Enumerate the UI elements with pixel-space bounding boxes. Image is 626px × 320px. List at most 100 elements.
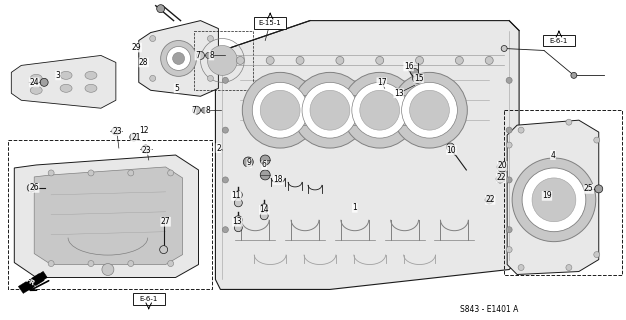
Circle shape (88, 170, 94, 176)
Ellipse shape (85, 71, 97, 79)
Circle shape (202, 107, 207, 113)
Circle shape (141, 145, 150, 153)
Bar (8, 140, 212, 289)
Circle shape (501, 45, 507, 52)
Circle shape (296, 56, 304, 64)
Circle shape (244, 157, 254, 167)
Ellipse shape (30, 86, 42, 94)
Circle shape (130, 133, 138, 141)
Circle shape (506, 247, 512, 252)
Text: 22: 22 (486, 195, 495, 204)
Circle shape (260, 170, 270, 180)
Bar (133, 293, 165, 305)
Circle shape (497, 162, 507, 172)
Circle shape (566, 119, 572, 125)
Bar (504, 110, 622, 275)
Circle shape (237, 56, 244, 64)
Circle shape (518, 127, 524, 133)
Polygon shape (215, 20, 519, 289)
Circle shape (150, 76, 156, 81)
Bar (193, 31, 254, 90)
Circle shape (409, 90, 449, 130)
Ellipse shape (30, 74, 42, 82)
Circle shape (455, 56, 463, 64)
Circle shape (392, 72, 468, 148)
Text: E-15-1: E-15-1 (259, 20, 282, 26)
Text: S843 - E1401 A: S843 - E1401 A (460, 305, 518, 314)
Circle shape (506, 77, 512, 83)
Circle shape (302, 82, 358, 138)
Circle shape (446, 143, 454, 151)
Circle shape (260, 204, 268, 212)
Text: 25: 25 (584, 184, 593, 193)
Circle shape (193, 106, 200, 114)
Text: E-6-1: E-6-1 (550, 37, 568, 44)
Text: 11: 11 (232, 191, 241, 200)
Circle shape (234, 224, 242, 232)
Circle shape (207, 36, 213, 42)
Circle shape (336, 56, 344, 64)
Circle shape (252, 82, 308, 138)
Circle shape (28, 184, 35, 192)
Text: 9: 9 (247, 158, 252, 167)
Circle shape (532, 178, 576, 222)
Circle shape (266, 56, 274, 64)
Circle shape (222, 227, 228, 233)
Polygon shape (18, 274, 44, 293)
Circle shape (161, 41, 197, 76)
Circle shape (506, 177, 512, 183)
Text: E-6-1: E-6-1 (140, 296, 158, 302)
Circle shape (522, 168, 586, 232)
Polygon shape (11, 55, 116, 108)
Circle shape (496, 175, 504, 183)
Ellipse shape (85, 84, 97, 92)
Circle shape (197, 52, 205, 60)
Text: 24: 24 (29, 78, 39, 87)
Circle shape (234, 191, 242, 199)
Circle shape (156, 5, 165, 13)
Text: 21: 21 (131, 132, 140, 141)
Text: 23: 23 (112, 127, 121, 136)
Text: 7: 7 (191, 106, 196, 115)
Text: 28: 28 (139, 58, 148, 67)
Circle shape (112, 127, 120, 135)
Text: 15: 15 (414, 74, 423, 83)
Circle shape (260, 90, 300, 130)
Circle shape (242, 72, 318, 148)
Circle shape (48, 260, 54, 267)
Circle shape (571, 72, 577, 78)
Text: 20: 20 (498, 162, 507, 171)
Circle shape (376, 56, 384, 64)
Circle shape (167, 46, 190, 70)
Polygon shape (139, 20, 218, 96)
Circle shape (168, 260, 173, 267)
Circle shape (40, 78, 48, 86)
Circle shape (566, 265, 572, 270)
Circle shape (594, 137, 600, 143)
Text: 29: 29 (132, 43, 141, 52)
Circle shape (595, 185, 603, 193)
Circle shape (402, 82, 458, 138)
Circle shape (222, 127, 228, 133)
Circle shape (207, 45, 237, 76)
Circle shape (128, 260, 134, 267)
Text: FR.: FR. (22, 277, 36, 286)
Circle shape (222, 77, 228, 83)
Text: 13: 13 (232, 217, 242, 226)
Circle shape (222, 177, 228, 183)
Circle shape (506, 142, 512, 148)
Text: 8: 8 (205, 106, 210, 115)
Circle shape (168, 170, 173, 176)
Circle shape (485, 196, 493, 204)
Circle shape (518, 265, 524, 270)
Bar (254, 17, 286, 28)
Text: 10: 10 (446, 146, 456, 155)
Circle shape (128, 170, 134, 176)
Ellipse shape (60, 84, 72, 92)
Text: FR.: FR. (24, 276, 38, 288)
Text: 23: 23 (142, 146, 151, 155)
Circle shape (594, 252, 600, 258)
Text: 22: 22 (496, 173, 506, 182)
Circle shape (88, 260, 94, 267)
Circle shape (411, 68, 419, 76)
